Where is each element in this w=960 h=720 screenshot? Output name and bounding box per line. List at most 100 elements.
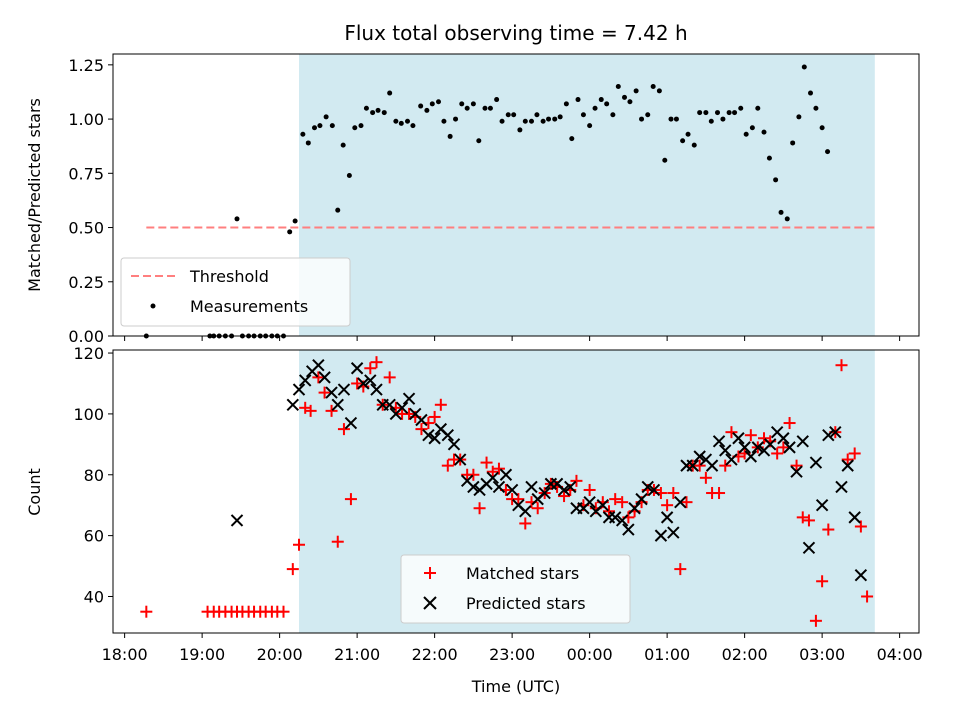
- measurement-point: [633, 88, 639, 94]
- top-panel: 0.00 0.25 0.50 0.75 1.00 1.25 Matched/Predict…: [25, 53, 920, 346]
- predicted-star-mark-b: [699, 453, 713, 466]
- measurement-point: [813, 105, 819, 111]
- matched-star-point: [835, 359, 848, 372]
- predicted-star-mark-b: [312, 359, 325, 372]
- measurement-point: [557, 114, 563, 120]
- matched-star-point: [822, 523, 835, 536]
- matched-star-point: [312, 371, 325, 384]
- matched-star-point: [441, 459, 454, 472]
- predicted-star-point: [712, 435, 726, 448]
- matched-star-point: [848, 447, 861, 460]
- predicted-star-point: [705, 459, 719, 472]
- predicted-star-mark-b: [364, 374, 377, 387]
- measurement-point: [335, 207, 341, 213]
- matched-star-point: [492, 462, 505, 475]
- measurement-point: [511, 112, 517, 118]
- predicted-star-mark-b: [331, 398, 344, 411]
- count-points: [140, 356, 874, 627]
- measurement-point: [370, 110, 376, 116]
- predicted-star-mark-b: [538, 486, 551, 500]
- predicted-star-mark-b: [744, 450, 758, 463]
- matched-star-point: [277, 605, 290, 618]
- predicted-star-point: [557, 483, 571, 497]
- predicted-star-mark-b: [732, 432, 745, 445]
- predicted-star-point: [783, 441, 796, 454]
- bottom-x-ticks: 18:00 19:00 20:00 21:00 22:00 23:00 00:00 01:00…: [102, 633, 923, 664]
- predicted-star-point: [796, 435, 809, 448]
- predicted-star-mark-b: [829, 425, 842, 439]
- predicted-star-mark-b: [344, 416, 358, 430]
- measurement-point: [604, 101, 610, 107]
- measurement-point: [796, 114, 802, 120]
- predicted-star-point: [686, 459, 699, 472]
- top-axes-frame: [112, 53, 920, 337]
- matched-star-point: [383, 371, 396, 384]
- matched-star-point: [480, 456, 493, 469]
- predicted-legend-swatch: [423, 596, 437, 610]
- top-legend-box: [120, 257, 351, 327]
- measurement-point: [529, 118, 534, 124]
- measurement-point: [418, 103, 424, 109]
- predicted-star-point: [505, 483, 519, 497]
- predicted-star-point: [395, 401, 409, 415]
- matched-star-point: [583, 483, 596, 496]
- measurement-point: [323, 114, 329, 120]
- predicted-star-mark-b: [796, 435, 809, 448]
- measurement-point: [598, 97, 604, 103]
- x-tick-label: 01:00: [644, 645, 690, 664]
- measurement-point: [292, 218, 298, 224]
- matched-star-point: [473, 502, 486, 515]
- predicted-star-mark-b: [686, 459, 699, 472]
- matched-star-point: [140, 605, 153, 618]
- predicted-star-mark-b: [841, 459, 854, 472]
- predicted-star-point: [693, 450, 706, 463]
- measurement-point: [312, 125, 317, 131]
- measurement-point: [459, 101, 465, 107]
- predicted-star-mark-b: [292, 383, 306, 396]
- measurement-point: [476, 138, 482, 144]
- predicted-star-point: [732, 432, 745, 445]
- measurement-point: [317, 123, 323, 129]
- matched-star-point: [370, 356, 383, 369]
- predicted-star-mark-b: [550, 477, 564, 491]
- measurement-point: [685, 131, 691, 137]
- top-y-ticks: 0.00 0.25 0.50 0.75 1.00 1.25: [68, 56, 113, 346]
- predicted-star-point: [641, 480, 654, 494]
- predicted-star-mark-b: [350, 362, 364, 375]
- predicted-star-point: [667, 526, 680, 539]
- matched-star-point: [351, 377, 364, 390]
- matched-star-point: [558, 490, 571, 503]
- predicted-star-mark-b: [596, 498, 610, 512]
- predicted-star-mark-b: [318, 371, 331, 384]
- measurement-point: [470, 101, 476, 107]
- measurement-point: [447, 133, 453, 139]
- matched-star-point: [486, 465, 499, 478]
- predicted-star-mark-b: [763, 438, 777, 451]
- measurement-point: [300, 131, 306, 137]
- top-y-tick-label: 0.50: [68, 219, 104, 238]
- predicted-star-point: [854, 568, 868, 582]
- matched-star-point: [603, 505, 615, 518]
- predicted-star-point: [608, 511, 622, 524]
- predicted-star-point: [402, 392, 416, 405]
- top-y-tick-label: 0.25: [68, 273, 104, 292]
- predicted-star-point: [415, 413, 428, 427]
- predicted-star-point: [492, 480, 506, 494]
- predicted-star-mark-b: [790, 465, 803, 478]
- predicted-star-mark-b: [738, 441, 751, 454]
- measurement-point: [552, 116, 558, 122]
- bottom-panel: 40 60 80 100 120 18:00 19:00 20:00 21:00 22:00 23…: [25, 344, 923, 696]
- measurement-point: [534, 112, 540, 118]
- matched-star-point: [796, 511, 809, 524]
- matched-star-point: [467, 468, 480, 481]
- matched-star-point: [531, 502, 544, 515]
- threshold-legend-label: Threshold: [189, 267, 269, 286]
- predicted-star-mark-b: [525, 480, 538, 494]
- predicted-star-point: [763, 438, 777, 451]
- matched-star-point: [674, 563, 687, 576]
- matched-star-point: [512, 493, 525, 506]
- predicted-star-point: [835, 480, 848, 494]
- predicted-star-mark-b: [622, 523, 635, 536]
- predicted-star-point: [286, 398, 300, 411]
- matched-star-point: [304, 404, 317, 417]
